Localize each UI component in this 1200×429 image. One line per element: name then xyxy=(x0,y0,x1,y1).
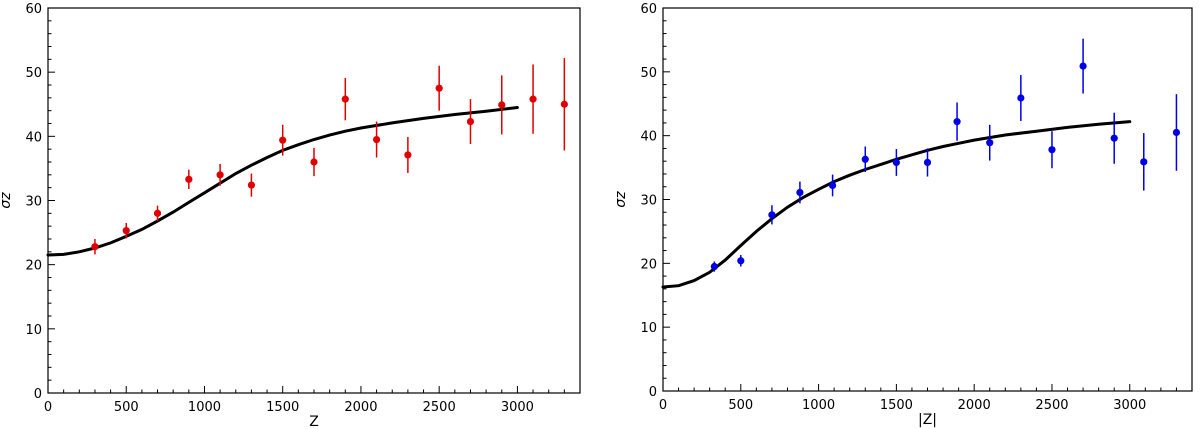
data-point xyxy=(216,171,224,179)
chart-panel-right: 0 500 1000 1500 2000 2500 3000 0 10 20 30 40 50 60 |… xyxy=(600,0,1200,429)
data-point xyxy=(1017,94,1025,102)
x-tick-label: 3000 xyxy=(501,400,534,415)
model-curve xyxy=(46,106,519,257)
x-tick-label: 2000 xyxy=(344,400,377,415)
model-curve-group xyxy=(46,106,519,257)
x-tick-label: 0 xyxy=(659,398,667,413)
data-point xyxy=(828,181,837,190)
data-points-group xyxy=(91,58,568,255)
y-tick-label: 20 xyxy=(640,257,657,272)
x-ticks: 0 500 1000 1500 2000 2500 3000 xyxy=(44,386,581,415)
chart-panel-left: 0 500 1000 1500 2000 2500 3000 0 10 20 30 40 50 60 Z… xyxy=(0,2,581,429)
y-tick-label: 60 xyxy=(25,2,42,17)
y-ticks: 0 10 20 30 40 50 60 xyxy=(640,2,670,400)
y-tick-label: 0 xyxy=(34,387,42,402)
x-tick-label: 1000 xyxy=(188,400,221,415)
x-tick-label: 500 xyxy=(728,398,753,413)
x-tick-label: 1500 xyxy=(880,398,913,413)
data-point xyxy=(310,158,318,166)
data-point xyxy=(737,257,745,265)
data-point xyxy=(341,95,349,103)
x-tick-label: 2500 xyxy=(1035,398,1068,413)
y-axis-label: σz xyxy=(0,192,14,209)
data-point xyxy=(1110,134,1118,142)
x-tick-label: 1000 xyxy=(802,398,835,413)
data-point xyxy=(1140,158,1148,166)
data-point xyxy=(466,117,475,126)
x-axis-label: Z xyxy=(309,414,319,429)
data-point xyxy=(710,262,718,271)
data-point xyxy=(796,188,804,197)
y-tick-label: 30 xyxy=(640,194,657,209)
model-curve xyxy=(661,120,1132,289)
data-point xyxy=(1172,128,1181,137)
y-tick-label: 60 xyxy=(640,2,657,17)
x-axis-label: |Z| xyxy=(918,412,937,428)
data-point xyxy=(91,243,99,251)
y-tick-label: 50 xyxy=(25,66,42,81)
y-tick-label: 0 xyxy=(649,385,657,400)
plot-frame xyxy=(47,7,581,394)
data-point xyxy=(279,136,287,144)
data-point xyxy=(122,227,130,235)
data-point xyxy=(1048,146,1056,154)
x-tick-label: 3000 xyxy=(1113,398,1146,413)
x-tick-label: 2500 xyxy=(423,400,456,415)
data-point xyxy=(861,155,869,163)
y-tick-label: 10 xyxy=(640,321,657,336)
data-point xyxy=(923,158,932,167)
data-point xyxy=(247,181,256,189)
x-tick-label: 1500 xyxy=(266,400,299,415)
data-point xyxy=(768,211,776,219)
plot-frame xyxy=(662,7,1193,392)
y-tick-label: 50 xyxy=(640,66,657,81)
data-point xyxy=(404,151,412,159)
data-point xyxy=(892,158,900,167)
data-points-group xyxy=(710,38,1181,272)
data-point xyxy=(953,118,961,126)
chart-right: 0 500 1000 1500 2000 2500 3000 0 10 20 30 40 50 60 |… xyxy=(613,2,1193,428)
y-tick-label: 10 xyxy=(25,323,42,338)
y-tick-label: 40 xyxy=(640,130,657,145)
y-tick-label: 30 xyxy=(25,195,42,210)
y-tick-label: 40 xyxy=(25,130,42,145)
data-point xyxy=(986,139,994,147)
data-point xyxy=(185,175,193,183)
data-point xyxy=(153,209,162,217)
data-point xyxy=(372,135,381,144)
data-point xyxy=(1079,62,1087,70)
x-ticks: 0 500 1000 1500 2000 2500 3000 xyxy=(659,384,1193,413)
chart-left: 0 500 1000 1500 2000 2500 3000 0 10 20 30 40 50 60 Z… xyxy=(0,2,581,429)
data-point xyxy=(435,84,443,92)
y-ticks: 0 10 20 30 40 50 60 xyxy=(25,2,55,402)
y-axis-label: σz xyxy=(613,191,629,208)
data-point xyxy=(529,95,537,103)
x-tick-label: 0 xyxy=(44,400,52,415)
x-tick-label: 500 xyxy=(114,400,139,415)
data-point xyxy=(498,101,506,109)
x-tick-label: 2000 xyxy=(958,398,991,413)
y-tick-label: 20 xyxy=(25,259,42,274)
data-point xyxy=(560,100,568,108)
model-curve-group xyxy=(661,120,1132,289)
